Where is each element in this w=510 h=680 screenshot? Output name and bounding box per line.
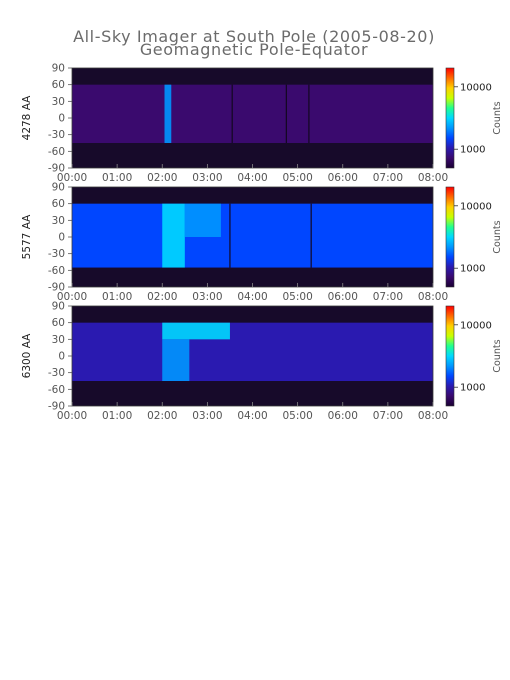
x-tick-label: 07:00	[373, 172, 403, 184]
aurora-band	[162, 322, 230, 340]
y-tick-label: 0	[58, 113, 65, 125]
colorbar-label: Counts	[492, 339, 503, 372]
y-tick-label: 0	[58, 232, 65, 244]
x-tick-label: 00:00	[57, 410, 87, 422]
y-tick-label: -30	[48, 129, 65, 141]
colorbar	[445, 186, 455, 288]
y-tick-label: -60	[48, 384, 65, 396]
x-tick-label: 08:00	[418, 410, 448, 422]
x-tick-label: 04:00	[237, 291, 267, 303]
y-tick-label: 90	[52, 301, 65, 313]
x-tick-label: 04:00	[237, 172, 267, 184]
y-tick-label: -90	[48, 401, 65, 413]
y-tick-label: -30	[48, 367, 65, 379]
x-tick-label: 02:00	[147, 172, 177, 184]
field-of-view-band	[72, 84, 433, 143]
y-tick-label: -60	[48, 146, 65, 158]
x-tick-label: 00:00	[57, 172, 87, 184]
y-tick-label: 30	[52, 215, 65, 227]
x-tick-label: 06:00	[328, 172, 358, 184]
aurora-band	[184, 203, 221, 237]
y-tick-label: 30	[52, 334, 65, 346]
x-tick-label: 07:00	[373, 410, 403, 422]
x-tick-label: 01:00	[102, 291, 132, 303]
aurora-band	[162, 203, 185, 268]
x-tick-label: 02:00	[147, 291, 177, 303]
y-tick-label: 30	[52, 96, 65, 108]
x-tick-label: 03:00	[192, 410, 222, 422]
y-tick-label: 60	[52, 79, 65, 91]
colorbar-tick-label: 10000	[460, 201, 492, 212]
x-tick-label: 06:00	[328, 291, 358, 303]
colorbar	[445, 305, 455, 407]
y-tick-label: 90	[52, 63, 65, 75]
field-of-view-band	[72, 203, 433, 268]
colorbar-tick-label: 10000	[460, 320, 492, 331]
chart-subtitle: Geomagnetic Pole-Equator	[140, 40, 368, 59]
x-tick-label: 07:00	[373, 291, 403, 303]
aurora-band	[162, 339, 190, 381]
y-axis-label: 6300 AA	[21, 333, 33, 379]
y-tick-label: -90	[48, 163, 65, 175]
x-tick-label: 06:00	[328, 410, 358, 422]
y-tick-label: 60	[52, 317, 65, 329]
x-tick-label: 05:00	[282, 410, 312, 422]
x-tick-label: 04:00	[237, 410, 267, 422]
x-tick-label: 08:00	[418, 291, 448, 303]
chart-title: All-Sky Imager at South Pole (2005-08-20…	[73, 27, 435, 46]
colorbar-tick-label: 1000	[460, 383, 485, 394]
x-tick-label: 01:00	[102, 172, 132, 184]
x-tick-label: 05:00	[282, 291, 312, 303]
x-tick-label: 03:00	[192, 172, 222, 184]
y-axis-label: 4278 AA	[21, 95, 33, 141]
y-tick-label: -60	[48, 265, 65, 277]
y-tick-label: 0	[58, 351, 65, 363]
x-tick-label: 03:00	[192, 291, 222, 303]
colorbar-label: Counts	[492, 220, 503, 253]
x-tick-label: 08:00	[418, 172, 448, 184]
y-axis-label: 5577 AA	[21, 214, 33, 260]
colorbar-tick-label: 1000	[460, 264, 485, 275]
y-tick-label: -90	[48, 282, 65, 294]
x-tick-label: 01:00	[102, 410, 132, 422]
field-of-view-band	[72, 322, 433, 381]
y-tick-label: -30	[48, 248, 65, 260]
x-tick-label: 00:00	[57, 291, 87, 303]
colorbar	[445, 67, 455, 169]
colorbar-tick-label: 10000	[460, 82, 492, 93]
colorbar-tick-label: 1000	[460, 145, 485, 156]
y-tick-label: 90	[52, 182, 65, 194]
aurora-band	[164, 84, 172, 143]
x-tick-label: 02:00	[147, 410, 177, 422]
y-tick-label: 60	[52, 198, 65, 210]
x-tick-label: 05:00	[282, 172, 312, 184]
colorbar-label: Counts	[492, 101, 503, 134]
